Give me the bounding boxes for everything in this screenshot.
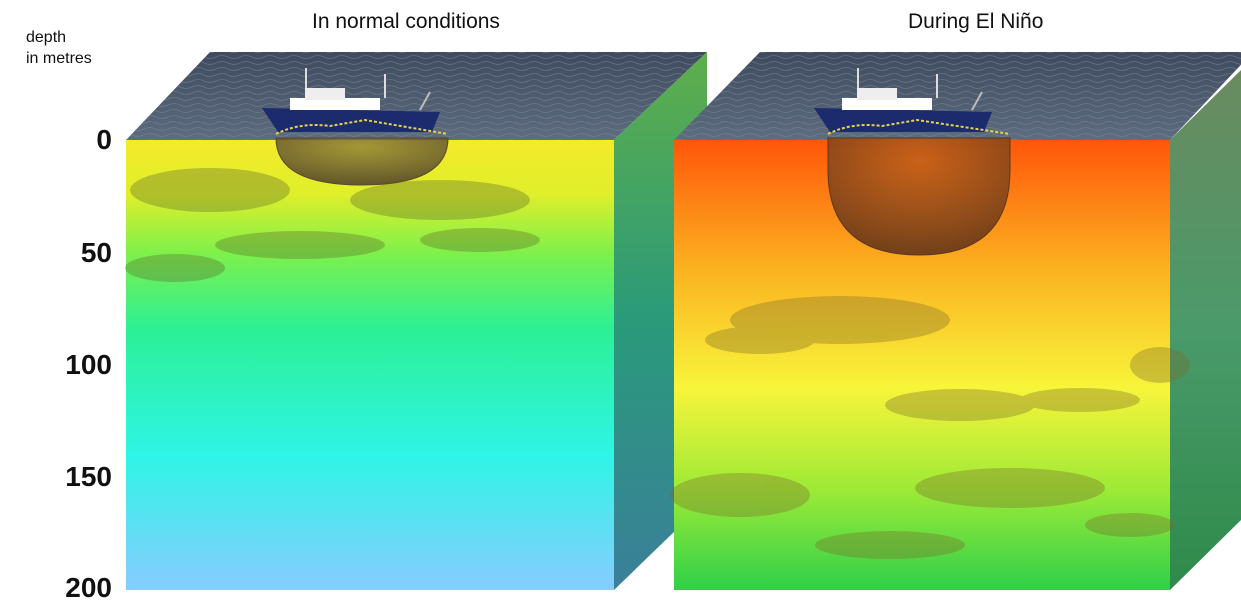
depth-axis-label: depth in metres — [26, 27, 92, 69]
depth-tick-200: 200 — [65, 572, 112, 603]
el-nino-side-face — [1170, 70, 1241, 590]
normal-purse-seine-net — [275, 137, 449, 186]
el-nino-sea-waves — [674, 52, 1241, 140]
depth-axis-label-line1: depth — [26, 29, 67, 46]
el-nino-purse-seine-net — [827, 137, 1011, 256]
depth-tick-150: 150 — [65, 461, 112, 492]
normal-fishing-boat — [262, 68, 449, 135]
panel-title-normal: In normal conditions — [312, 10, 500, 33]
normal-front-face — [126, 140, 614, 590]
el-nino-fishing-boat — [814, 68, 1011, 135]
depth-tick-100: 100 — [65, 349, 112, 380]
depth-tick-0: 0 — [96, 124, 112, 155]
el-nino-block — [670, 52, 1241, 590]
depth-axis-label-line2: in metres — [26, 50, 92, 67]
depth-tick-50: 50 — [80, 237, 112, 268]
el-nino-fish-schools — [670, 296, 1190, 559]
panel-title-el-nino: During El Niño — [908, 10, 1044, 33]
normal-fish-schools — [125, 168, 540, 282]
normal-conditions-block — [125, 52, 707, 590]
